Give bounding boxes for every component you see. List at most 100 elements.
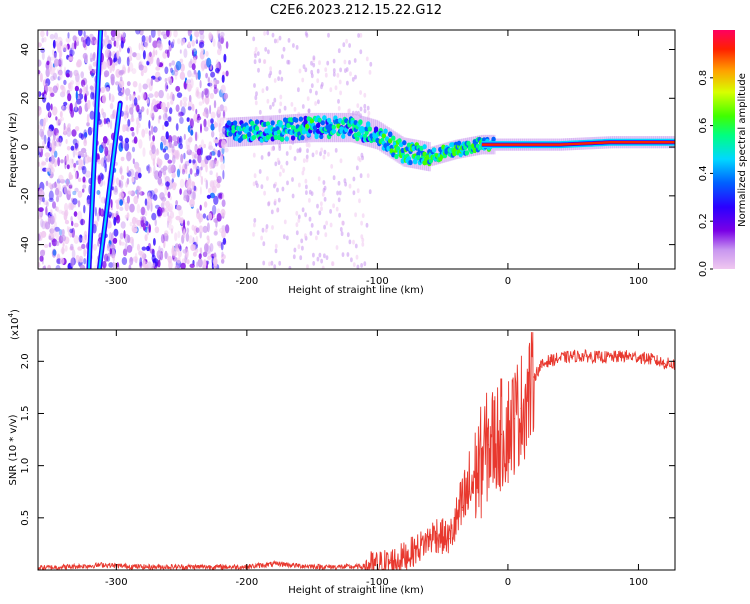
noise-speckle <box>134 171 139 181</box>
noise-speckle <box>82 176 86 183</box>
noise-speckle <box>120 241 125 246</box>
noise-speckle <box>337 180 341 186</box>
noise-speckle <box>209 192 215 199</box>
snr-point <box>89 565 91 567</box>
noise-speckle <box>191 47 197 52</box>
noise-speckle <box>118 79 125 89</box>
noise-speckle <box>205 72 209 79</box>
noise-speckle <box>325 220 328 226</box>
noise-speckle <box>153 165 156 175</box>
noise-speckle <box>323 185 327 191</box>
noise-speckle <box>50 92 55 98</box>
noise-speckle <box>309 231 313 236</box>
noise-speckle <box>252 181 256 187</box>
noise-speckle <box>323 149 327 155</box>
noise-speckle <box>175 200 179 206</box>
noise-speckle <box>125 104 129 114</box>
carrier-halo <box>404 137 408 167</box>
noise-speckle <box>38 142 41 147</box>
noise-speckle <box>182 96 188 103</box>
noise-speckle <box>322 180 326 185</box>
noise-speckle <box>167 164 173 174</box>
noise-speckle <box>146 108 149 116</box>
noise-speckle <box>179 116 184 124</box>
x-tick-label: 0 <box>505 276 511 287</box>
noise-speckle <box>348 239 352 245</box>
noise-speckle <box>356 188 360 194</box>
noise-speckle <box>310 73 314 79</box>
noise-speckle <box>141 35 146 43</box>
noise-speckle <box>305 142 309 148</box>
noise-speckle <box>261 88 265 94</box>
noise-speckle <box>185 138 191 147</box>
noise-speckle <box>175 123 179 131</box>
noise-speckle <box>150 30 156 38</box>
snr-point <box>585 355 587 357</box>
carrier-blob <box>232 120 238 126</box>
noise-speckle <box>301 104 305 109</box>
noise-speckle <box>65 139 68 144</box>
noise-speckle <box>90 92 94 100</box>
carrier-blob <box>331 128 336 134</box>
noise-speckle <box>135 52 141 61</box>
noise-speckle <box>156 208 161 217</box>
noise-speckle <box>321 265 325 269</box>
noise-speckle <box>299 255 303 261</box>
noise-speckle <box>171 135 178 142</box>
carrier-halo <box>349 112 353 143</box>
noise-speckle <box>308 216 312 222</box>
noise-speckle <box>357 33 360 38</box>
noise-speckle <box>98 144 104 154</box>
noise-speckle <box>140 206 146 216</box>
noise-speckle <box>283 219 287 225</box>
noise-speckle <box>151 102 154 111</box>
x-tick-label: 100 <box>629 276 648 287</box>
noise-speckle <box>63 122 66 131</box>
noise-speckle <box>172 39 175 45</box>
noise-speckle <box>154 91 159 98</box>
snr-line <box>38 332 675 570</box>
noise-speckle <box>166 92 170 101</box>
noise-speckle <box>181 168 186 175</box>
noise-speckle <box>361 213 365 219</box>
noise-speckle <box>39 128 45 138</box>
noise-speckle <box>149 112 153 118</box>
noise-speckle <box>132 158 135 165</box>
noise-speckle <box>107 243 112 249</box>
noise-speckle <box>363 92 367 98</box>
noise-speckle <box>58 229 63 236</box>
noise-speckle <box>111 95 115 103</box>
noise-speckle <box>221 258 225 264</box>
snr-point <box>389 562 391 564</box>
noise-speckle <box>200 123 202 134</box>
noise-speckle <box>198 213 204 223</box>
carrier-blob <box>402 140 407 146</box>
noise-speckle <box>174 72 178 80</box>
noise-speckle <box>109 119 113 130</box>
noise-speckle <box>323 196 327 202</box>
noise-speckle <box>202 96 205 104</box>
y-tick-label: 20 <box>20 92 31 105</box>
snr-point <box>520 407 522 409</box>
noise-speckle <box>305 184 308 190</box>
noise-speckle <box>73 162 77 168</box>
noise-speckle <box>84 151 88 158</box>
noise-speckle <box>346 80 349 86</box>
snr-point <box>487 444 489 446</box>
noise-speckle <box>142 147 146 158</box>
x-tick-label: -200 <box>236 577 259 588</box>
noise-speckle <box>103 180 106 186</box>
carrier-blob <box>315 122 321 129</box>
snr-point <box>500 433 502 435</box>
noise-speckle <box>341 220 344 226</box>
noise-speckle <box>209 92 215 100</box>
noise-speckle <box>258 169 262 174</box>
noise-speckle <box>213 159 220 164</box>
noise-speckle <box>83 30 86 37</box>
noise-speckle <box>293 106 297 112</box>
noise-speckle <box>167 191 171 199</box>
x-tick-label: -300 <box>105 276 128 287</box>
noise-speckle <box>269 104 272 110</box>
noise-speckle <box>215 63 220 70</box>
carrier-blob <box>294 117 299 123</box>
